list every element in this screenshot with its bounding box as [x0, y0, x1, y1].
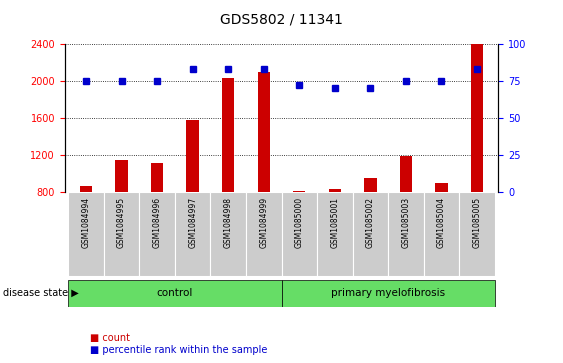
Bar [435, 183, 448, 192]
Text: GSM1085000: GSM1085000 [295, 197, 304, 248]
Bar [459, 192, 495, 276]
Bar [471, 44, 483, 192]
Text: GSM1084998: GSM1084998 [224, 197, 233, 248]
Bar [222, 78, 234, 192]
Bar [282, 192, 317, 276]
Bar [400, 156, 412, 192]
Text: GSM1085005: GSM1085005 [472, 197, 481, 248]
Text: GSM1084997: GSM1084997 [188, 197, 197, 248]
Bar [352, 192, 388, 276]
Bar [364, 179, 377, 192]
Bar [68, 192, 104, 276]
Bar [317, 192, 352, 276]
Text: GSM1085003: GSM1085003 [401, 197, 410, 248]
Bar [211, 192, 246, 276]
Text: ■ count: ■ count [90, 333, 130, 343]
Bar [80, 186, 92, 192]
Bar [293, 191, 306, 192]
Text: disease state ▶: disease state ▶ [3, 288, 79, 298]
Bar [257, 72, 270, 192]
Bar [140, 192, 175, 276]
Bar [68, 280, 282, 307]
Bar [329, 189, 341, 192]
Bar [423, 192, 459, 276]
Text: ■ percentile rank within the sample: ■ percentile rank within the sample [90, 345, 267, 355]
Text: GSM1084996: GSM1084996 [153, 197, 162, 248]
Text: GSM1084994: GSM1084994 [82, 197, 91, 248]
Bar [186, 120, 199, 192]
Bar [246, 192, 282, 276]
Bar [282, 280, 495, 307]
Text: primary myelofibrosis: primary myelofibrosis [331, 288, 445, 298]
Bar [175, 192, 211, 276]
Text: GSM1084999: GSM1084999 [259, 197, 268, 248]
Text: GSM1085004: GSM1085004 [437, 197, 446, 248]
Bar [104, 192, 140, 276]
Text: GDS5802 / 11341: GDS5802 / 11341 [220, 13, 343, 27]
Text: GSM1084995: GSM1084995 [117, 197, 126, 248]
Bar [115, 160, 128, 192]
Text: GSM1085001: GSM1085001 [330, 197, 339, 248]
Bar [388, 192, 423, 276]
Bar [151, 163, 163, 192]
Text: GSM1085002: GSM1085002 [366, 197, 375, 248]
Text: control: control [157, 288, 193, 298]
